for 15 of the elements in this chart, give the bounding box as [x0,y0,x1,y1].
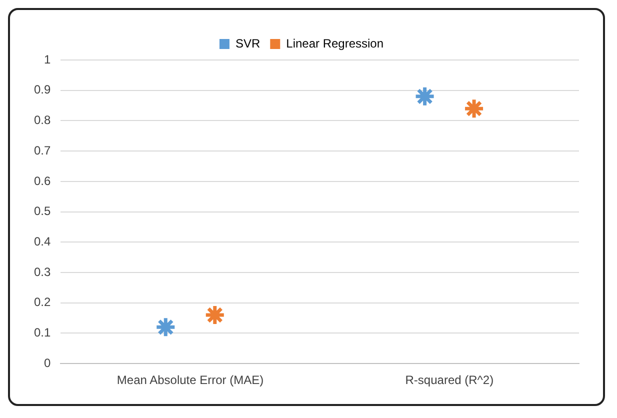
y-tick-label: 0.6 [34,174,51,188]
y-tick-label: 0.9 [34,82,51,97]
x-tick-label: Mean Absolute Error (MAE) [116,373,264,388]
y-tick-label: 0.3 [34,264,51,279]
legend-label: SVR [235,36,260,50]
y-tick-label: 0.1 [34,326,51,340]
y-tick-label: 0.5 [34,204,51,218]
y-tick-label: 1 [44,52,51,66]
y-tick-label: 0 [44,356,51,370]
y-tick-label: 0.2 [34,295,51,310]
x-tick-label: R-squared (R^2) [405,373,494,388]
y-tick-label: 0.4 [34,234,51,248]
y-tick-label: 0.7 [34,143,51,158]
legend-label: Linear Regression [286,36,384,50]
y-tick-label: 0.8 [34,113,51,128]
